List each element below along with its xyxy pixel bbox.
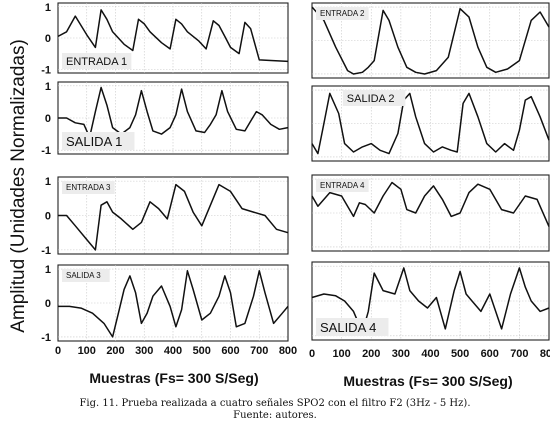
- panel-label: ENTRADA 3: [66, 183, 111, 192]
- x-tick-label: 0: [55, 345, 61, 357]
- x-axis-label-left: Muestras (Fs= 300 S/Seg): [89, 370, 258, 386]
- signal-line: [58, 183, 289, 251]
- panel-label: SALIDA 4: [320, 320, 376, 335]
- x-tick-label: 800: [279, 345, 297, 357]
- panel-label-box: [62, 181, 115, 194]
- x-tick-label: 200: [106, 345, 124, 357]
- signal-line: [58, 270, 289, 338]
- signal-line: [311, 6, 550, 75]
- panel-label-box: [316, 7, 369, 20]
- panel-label-box: [62, 132, 135, 150]
- panel-entrada-2: ENTRADA 2: [311, 2, 550, 79]
- signal-line: [311, 92, 550, 155]
- y-tick-label: 1: [45, 264, 51, 276]
- panel-label-box: [62, 53, 132, 69]
- panel-label-box: [62, 269, 110, 282]
- y-tick-label: 0: [45, 298, 51, 310]
- x-tick-label: 300: [135, 345, 153, 357]
- panel-entrada-1: -1 0 1 ENTRADA 1: [41, 2, 289, 76]
- x-tick-label: 500: [193, 345, 211, 357]
- x-tick-label: 400: [164, 345, 182, 357]
- panel-grid: -1 0 1 ENTRADA 1 ENTRADA 2 -1 0 1 SALIDA 1 SALIDA…: [41, 2, 550, 360]
- caption-line-2: Fuente: autores.: [233, 410, 317, 421]
- y-tick-label: 0: [45, 33, 51, 45]
- panel-entrada-3: -1 0 1 ENTRADA 3: [41, 176, 289, 257]
- panel-salida-3: -1 0 1 SALIDA 3: [41, 264, 289, 344]
- panel-label: ENTRADA 1: [66, 56, 127, 68]
- signal-line: [58, 86, 289, 139]
- x-tick-label: 200: [362, 348, 380, 360]
- x-tick-label: 600: [481, 348, 499, 360]
- panel-salida-1: -1 0 1 SALIDA 1: [41, 81, 289, 157]
- panel-label: SALIDA 2: [347, 93, 395, 105]
- caption-line-1: Fig. 11. Prueba realizada a cuatro señal…: [79, 398, 471, 409]
- x-tick-label: 500: [451, 348, 469, 360]
- x-tick-label: 400: [421, 348, 439, 360]
- panel-label: SALIDA 3: [66, 271, 101, 280]
- x-tick-label: 800: [540, 348, 550, 360]
- x-tick-label: 0: [309, 348, 315, 360]
- y-tick-label: -1: [41, 332, 51, 344]
- y-axis-label: Amplitud (Unidades Normalizadas): [8, 39, 29, 333]
- y-tick-label: 1: [45, 2, 51, 14]
- x-tick-label: 100: [332, 348, 350, 360]
- x-tick-label: 700: [250, 345, 268, 357]
- panel-salida-4: SALIDA 4: [311, 261, 550, 341]
- x-tick-label: 600: [221, 345, 239, 357]
- signal-line: [57, 9, 289, 63]
- y-tick-label: -1: [41, 245, 51, 257]
- panel-entrada-4: ENTRADA 4: [311, 174, 550, 252]
- y-tick-label: 0: [45, 113, 51, 125]
- panel-label-box: [342, 90, 406, 106]
- x-tick-label: 300: [392, 348, 410, 360]
- panel-label-box: [316, 179, 369, 192]
- y-tick-label: -1: [41, 145, 51, 157]
- panel-label-box: [316, 318, 389, 336]
- y-tick-label: 0: [45, 211, 51, 223]
- panel-label: SALIDA 1: [66, 134, 122, 149]
- panel-salida-2: SALIDA 2: [311, 85, 550, 162]
- panel-label: ENTRADA 4: [320, 181, 365, 190]
- y-tick-label: -1: [41, 64, 51, 76]
- signal-line: [311, 181, 550, 227]
- x-tick-label: 100: [78, 345, 96, 357]
- x-tick-label: 700: [510, 348, 528, 360]
- figure-caption: Fig. 11. Prueba realizada a cuatro señal…: [0, 398, 550, 422]
- x-axis-label-right: Muestras (Fs= 300 S/Seg): [343, 373, 512, 389]
- y-tick-label: 1: [45, 81, 51, 93]
- y-tick-label: 1: [45, 176, 51, 188]
- panel-label: ENTRADA 2: [320, 9, 365, 18]
